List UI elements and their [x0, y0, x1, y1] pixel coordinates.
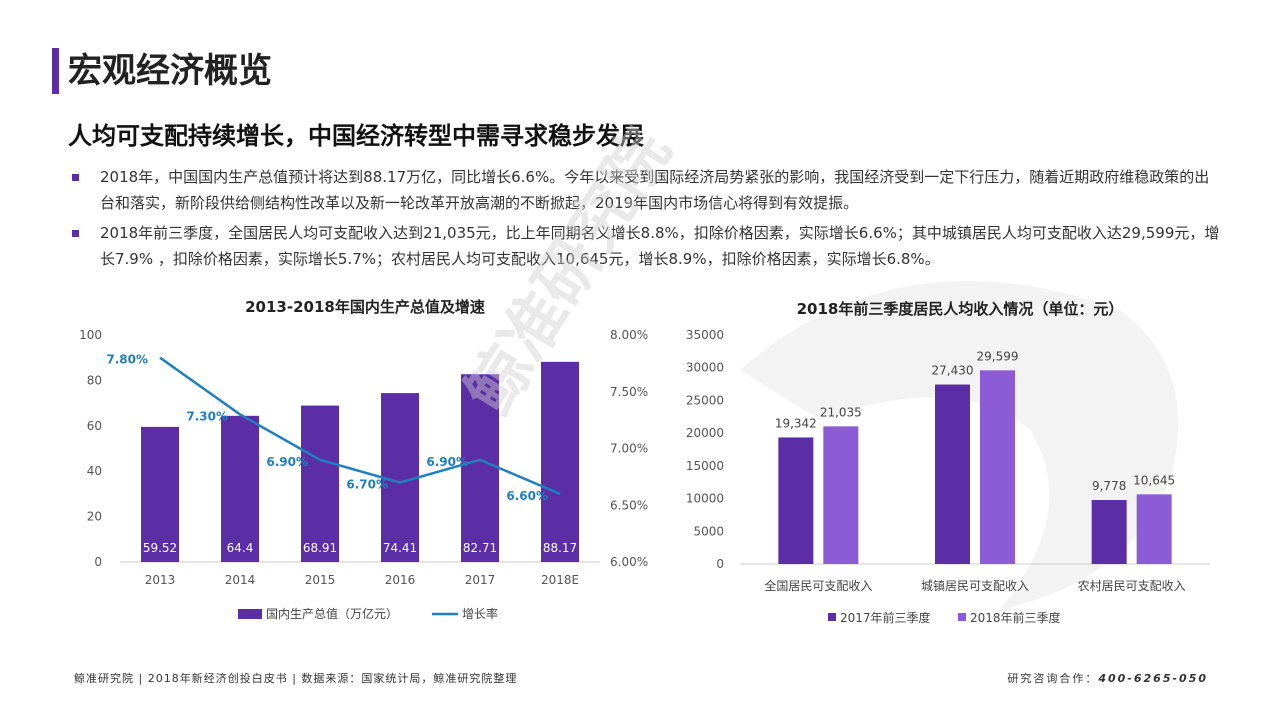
- bullet-item: 2018年前三季度，全国居民人均可支配收入达到21,035元，比上年同期名义增长…: [72, 220, 1222, 272]
- title-accent-bar: [52, 48, 59, 94]
- bullet-text: 2018年前三季度，全国居民人均可支配收入达到21,035元，比上年同期名义增长…: [100, 224, 1220, 268]
- y-tick-label: 10000: [686, 492, 724, 506]
- growth-label: 7.80%: [106, 353, 148, 367]
- gdp-bar: [141, 426, 179, 562]
- legend-label: 2017年前三季度: [840, 610, 931, 625]
- x-tick-label: 2018E: [541, 573, 579, 587]
- income-chart-title: 2018年前三季度居民人均收入情况（单位：元）: [796, 300, 1124, 318]
- page-title: 宏观经济概览: [68, 51, 272, 91]
- x-tick-label: 2015: [305, 573, 336, 587]
- legend-bar-label: 国内生产总值（万亿元）: [266, 606, 398, 621]
- y-left-tick-label: 60: [87, 419, 102, 433]
- x-tick-label: 农村居民可支配收入: [1078, 579, 1186, 593]
- y-right-tick-label: 7.50%: [610, 385, 648, 399]
- y-right-tick-label: 6.00%: [610, 555, 648, 569]
- x-tick-label: 城镇居民可支配收入: [921, 579, 1029, 593]
- y-tick-label: 30000: [686, 361, 724, 375]
- legend-swatch: [958, 613, 966, 621]
- income-bar: [778, 437, 814, 564]
- y-left-tick-label: 40: [87, 464, 102, 478]
- bullet-square-icon: [72, 230, 79, 237]
- legend-bar-swatch: [238, 609, 262, 619]
- gdp-bar: [301, 405, 339, 562]
- gdp-chart: 0 20 40 60 80 100 6.00% 6.50% 7.00% 7.50% 8.00% 59.…: [79, 328, 648, 621]
- income-bar-label: 9,778: [1092, 479, 1126, 493]
- footer-source: 鲸准研究院 | 2018年新经济创投白皮书 | 数据来源：国家统计局，鲸准研究院…: [74, 672, 518, 685]
- bullet-item: 2018年，中国国内生产总值预计将达到88.17万亿，同比增长6.6%。今年以来…: [72, 164, 1222, 216]
- legend-swatch: [828, 613, 836, 621]
- gdp-bar: [381, 393, 419, 562]
- y-right-tick-label: 6.50%: [610, 498, 648, 512]
- legend-label: 2018年前三季度: [970, 610, 1061, 625]
- income-bar-label: 27,430: [932, 364, 974, 378]
- footer-contact: 研究咨询合作：400-6265-050: [1007, 670, 1208, 686]
- growth-label: 7.30%: [186, 409, 228, 423]
- watermark-whale-shape: [740, 280, 1179, 610]
- y-tick-label: 35000: [686, 328, 724, 342]
- page-subtitle: 人均可支配持续增长，中国经济转型中需寻求稳步发展: [68, 122, 644, 150]
- y-tick-label: 20000: [686, 426, 724, 440]
- gdp-bar-label: 74.41: [383, 541, 417, 555]
- growth-line: [159, 356, 561, 496]
- bullet-square-icon: [72, 174, 79, 181]
- income-bar-label: 29,599: [977, 349, 1019, 363]
- y-left-tick-label: 0: [94, 555, 102, 569]
- growth-label: 6.70%: [346, 478, 388, 492]
- bullet-text: 2018年，中国国内生产总值预计将达到88.17万亿，同比增长6.6%。今年以来…: [100, 168, 1210, 212]
- y-tick-label: 0: [716, 557, 724, 571]
- income-bar: [1136, 494, 1172, 564]
- growth-label: 6.60%: [506, 489, 548, 503]
- footer-contact-label: 研究咨询合作：: [1007, 672, 1099, 685]
- gdp-bar: [221, 415, 259, 562]
- x-tick-label: 2016: [385, 573, 416, 587]
- x-tick-label: 2017: [465, 573, 496, 587]
- y-left-tick-label: 20: [87, 510, 102, 524]
- gdp-bar-label: 64.4: [227, 541, 254, 555]
- y-right-tick-label: 8.00%: [610, 328, 648, 342]
- income-bar-label: 19,342: [775, 416, 817, 430]
- y-left-tick-label: 100: [79, 328, 102, 342]
- footer-contact-phone: 400-6265-050: [1098, 672, 1208, 685]
- gdp-bar-label: 88.17: [543, 541, 577, 555]
- y-left-tick-label: 80: [87, 373, 102, 387]
- bullet-list: 2018年，中国国内生产总值预计将达到88.17万亿，同比增长6.6%。今年以来…: [72, 164, 1222, 276]
- growth-label: 6.90%: [426, 455, 468, 469]
- income-bar: [823, 426, 859, 564]
- y-right-tick-label: 7.00%: [610, 442, 648, 456]
- x-tick-label: 全国居民可支配收入: [764, 578, 872, 593]
- gdp-bar-label: 82.71: [463, 541, 497, 555]
- gdp-chart-title: 2013-2018年国内生产总值及增速: [245, 298, 485, 316]
- gdp-bar-label: 59.52: [143, 541, 177, 555]
- y-tick-label: 15000: [686, 459, 724, 473]
- income-chart: 0 5000 10000 15000 20000 25000 30000 35000 19,34…: [686, 328, 1210, 625]
- legend-line-label: 增长率: [462, 606, 498, 621]
- income-bar: [935, 384, 970, 564]
- gdp-bar: [461, 374, 499, 562]
- y-tick-label: 5000: [693, 524, 724, 538]
- growth-label: 6.90%: [266, 455, 308, 469]
- gdp-bar-label: 68.91: [303, 541, 337, 555]
- income-bar-label: 21,035: [820, 405, 862, 419]
- income-bar: [980, 370, 1015, 564]
- x-tick-label: 2013: [145, 573, 176, 587]
- x-tick-label: 2014: [225, 573, 256, 587]
- y-tick-label: 25000: [686, 393, 724, 407]
- income-bar: [1091, 500, 1127, 564]
- gdp-bar: [541, 361, 579, 562]
- income-bar-label: 10,645: [1133, 473, 1175, 487]
